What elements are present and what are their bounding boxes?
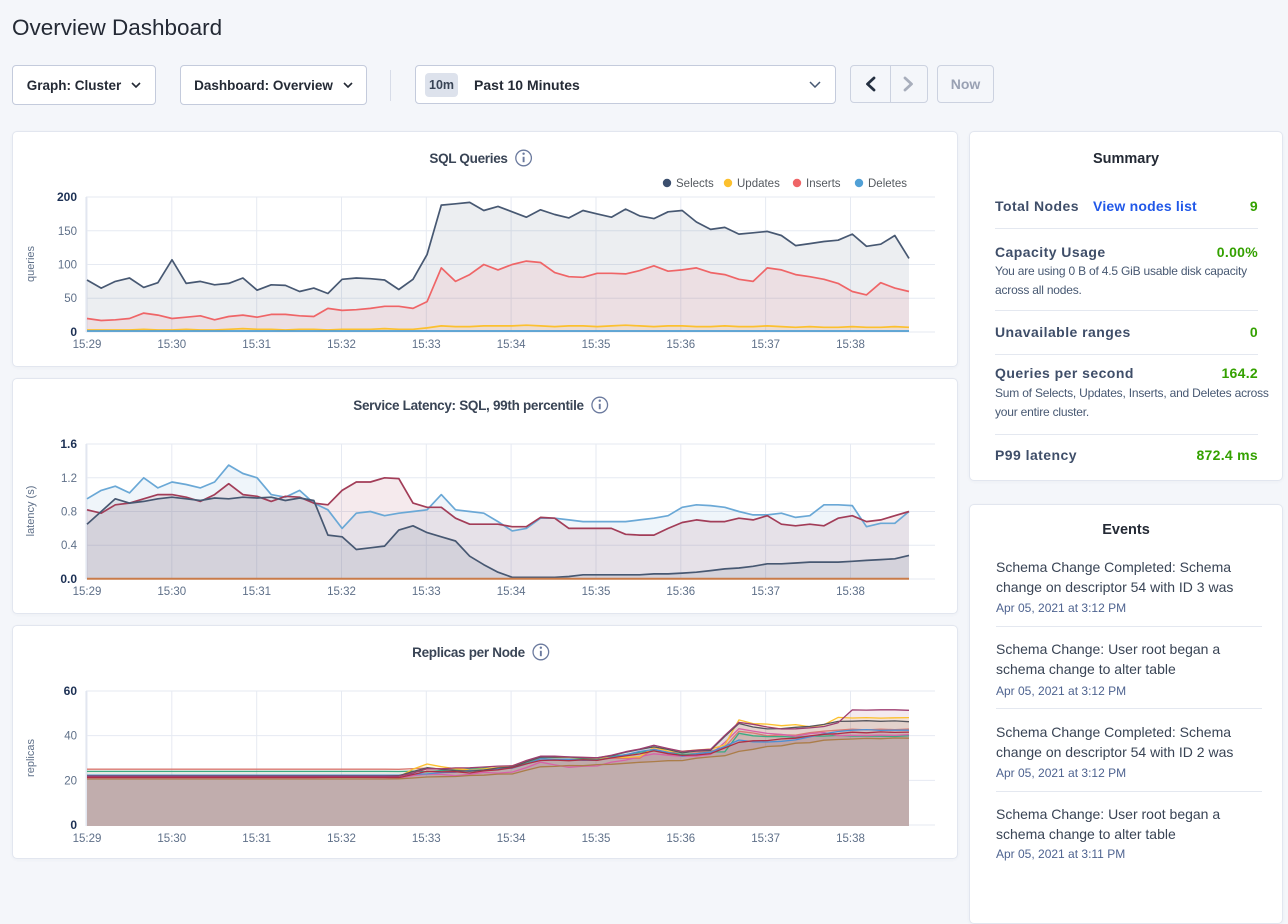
svg-text:15:30: 15:30 [157, 339, 186, 351]
svg-text:15:36: 15:36 [666, 586, 695, 598]
svg-text:SQL Queries: SQL Queries [429, 151, 507, 166]
svg-text:60: 60 [64, 684, 78, 698]
svg-text:15:37: 15:37 [751, 586, 780, 598]
svg-text:15:38: 15:38 [836, 339, 865, 351]
svg-text:15:34: 15:34 [497, 339, 526, 351]
svg-text:15:31: 15:31 [242, 833, 271, 845]
svg-text:0.8: 0.8 [61, 507, 77, 519]
svg-text:latency (s): latency (s) [25, 486, 37, 537]
svg-text:Selects: Selects [676, 178, 714, 190]
svg-text:Inserts: Inserts [806, 178, 841, 190]
svg-text:Service Latency: SQL, 99th per: Service Latency: SQL, 99th percentile [353, 398, 584, 413]
svg-text:0: 0 [70, 325, 77, 339]
svg-text:15:35: 15:35 [582, 833, 611, 845]
svg-text:15:37: 15:37 [751, 833, 780, 845]
svg-text:15:33: 15:33 [412, 339, 441, 351]
svg-text:15:30: 15:30 [157, 586, 186, 598]
svg-text:replicas: replicas [25, 739, 37, 777]
svg-text:50: 50 [64, 293, 77, 305]
svg-text:40: 40 [64, 731, 77, 743]
svg-text:15:34: 15:34 [497, 833, 526, 845]
svg-text:15:29: 15:29 [73, 586, 102, 598]
svg-text:0.0: 0.0 [60, 572, 77, 586]
svg-text:Updates: Updates [737, 178, 780, 190]
svg-text:15:34: 15:34 [497, 586, 526, 598]
svg-text:Deletes: Deletes [868, 178, 907, 190]
svg-text:queries: queries [25, 245, 37, 282]
svg-text:15:36: 15:36 [666, 833, 695, 845]
svg-text:200: 200 [57, 190, 77, 204]
svg-text:15:38: 15:38 [836, 586, 865, 598]
svg-text:15:32: 15:32 [327, 833, 356, 845]
svg-text:15:32: 15:32 [327, 339, 356, 351]
svg-text:15:31: 15:31 [242, 339, 271, 351]
svg-text:15:36: 15:36 [666, 339, 695, 351]
svg-text:15:33: 15:33 [412, 586, 441, 598]
svg-text:100: 100 [58, 260, 77, 272]
svg-text:15:35: 15:35 [582, 339, 611, 351]
svg-text:1.6: 1.6 [60, 437, 77, 451]
svg-text:0: 0 [70, 818, 77, 832]
svg-text:15:33: 15:33 [412, 833, 441, 845]
svg-text:Replicas per Node: Replicas per Node [412, 645, 525, 660]
svg-text:15:29: 15:29 [73, 339, 102, 351]
svg-text:20: 20 [64, 775, 77, 787]
svg-text:15:30: 15:30 [157, 833, 186, 845]
svg-text:0.4: 0.4 [61, 540, 78, 552]
svg-text:15:29: 15:29 [73, 833, 102, 845]
svg-text:15:32: 15:32 [327, 586, 356, 598]
svg-text:15:35: 15:35 [582, 586, 611, 598]
svg-text:15:38: 15:38 [836, 833, 865, 845]
svg-text:1.2: 1.2 [61, 473, 77, 485]
svg-text:15:31: 15:31 [242, 586, 271, 598]
svg-text:15:37: 15:37 [751, 339, 780, 351]
svg-text:150: 150 [58, 226, 77, 238]
